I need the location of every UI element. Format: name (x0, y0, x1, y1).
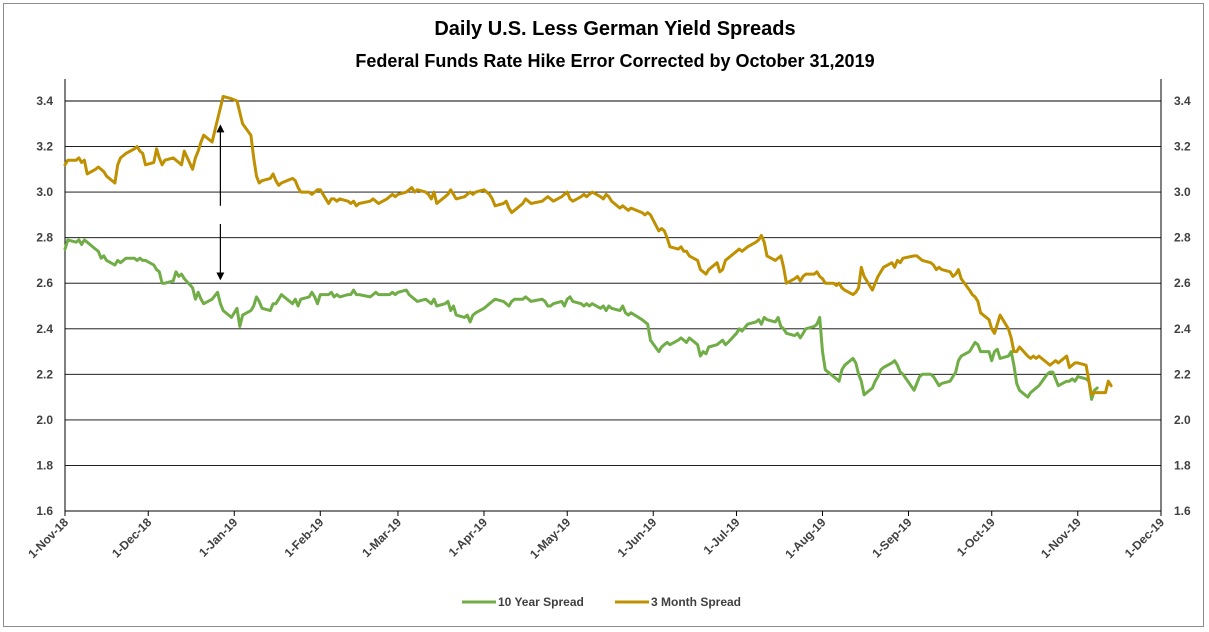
x-tick-label: 1-Dec-18 (109, 515, 155, 561)
y-tick-label-left: 1.6 (36, 504, 53, 518)
y-tick-label-left: 2.8 (36, 231, 53, 245)
chart-svg: Daily U.S. Less German Yield Spreads Fed… (25, 18, 1191, 609)
x-tick-label: 1-Jun-19 (615, 515, 660, 560)
y-tick-label-right: 2.2 (1174, 367, 1191, 381)
x-tick-label: 1-Dec-19 (1122, 515, 1168, 561)
y-axis-left-ticks: 1.6 1.8 2.0 2.2 2.4 2.6 2.8 3.0 3.2 3.4 (36, 94, 53, 518)
x-tick-label: 1-Nov-18 (25, 515, 71, 561)
y-tick-label-right: 3.4 (1174, 94, 1191, 108)
y-tick-label-right: 2.8 (1174, 231, 1191, 245)
x-axis-ticks: 1-Nov-18 1-Dec-18 1-Jan-19 1-Feb-19 1-Mar-19… (25, 511, 1167, 561)
gridlines (65, 100, 1161, 512)
y-tick-label-left: 2.4 (36, 322, 53, 336)
series-line-3-month-spread (63, 94, 1113, 397)
y-tick-label-left: 3.0 (36, 185, 53, 199)
y-tick-label-right: 2.0 (1174, 413, 1191, 427)
x-tick-label: 1-Jan-19 (196, 515, 241, 560)
y-tick-label-left: 3.4 (36, 94, 53, 108)
axes (64, 79, 1162, 511)
y-axis-right-ticks: 1.6 1.8 2.0 2.2 2.4 2.6 2.8 3.0 3.2 3.4 (1174, 94, 1191, 518)
y-tick-label-right: 1.8 (1174, 458, 1191, 472)
x-tick-label: 1-Feb-19 (282, 515, 327, 560)
x-tick-label: 1-Mar-19 (359, 515, 404, 560)
y-tick-label-left: 2.2 (36, 367, 53, 381)
legend-label: 3 Month Spread (651, 595, 741, 609)
x-tick-label: 1-Sep-19 (869, 515, 915, 561)
x-tick-label: 1-Apr-19 (446, 515, 491, 560)
x-tick-label: 1-Aug-19 (782, 515, 828, 561)
x-tick-label: 1-May-19 (527, 515, 573, 561)
chart-title: Daily U.S. Less German Yield Spreads (434, 18, 795, 40)
y-tick-label-right: 3.2 (1174, 140, 1191, 154)
x-tick-label: 1-Oct-19 (954, 515, 998, 559)
y-tick-label-right: 1.6 (1174, 504, 1191, 518)
chart-subtitle: Federal Funds Rate Hike Error Corrected … (355, 51, 874, 71)
x-tick-label: 1-Jul-19 (701, 515, 743, 557)
legend-label: 10 Year Spread (498, 595, 584, 609)
chart-frame: Daily U.S. Less German Yield Spreads Fed… (3, 3, 1204, 627)
legend: 10 Year Spread 3 Month Spread (462, 595, 741, 609)
y-tick-label-left: 2.6 (36, 276, 53, 290)
y-tick-label-left: 3.2 (36, 140, 53, 154)
y-tick-label-right: 3.0 (1174, 185, 1191, 199)
y-tick-label-right: 2.4 (1174, 322, 1191, 336)
x-tick-label: 1-Nov-19 (1038, 515, 1084, 561)
y-tick-label-right: 2.6 (1174, 276, 1191, 290)
y-tick-label-left: 1.8 (36, 458, 53, 472)
y-tick-label-left: 2.0 (36, 413, 53, 427)
series-lines (63, 94, 1113, 401)
series-line-10-year-spread (63, 238, 1099, 401)
